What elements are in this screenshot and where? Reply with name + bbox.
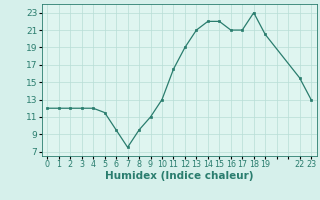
X-axis label: Humidex (Indice chaleur): Humidex (Indice chaleur) <box>105 171 253 181</box>
